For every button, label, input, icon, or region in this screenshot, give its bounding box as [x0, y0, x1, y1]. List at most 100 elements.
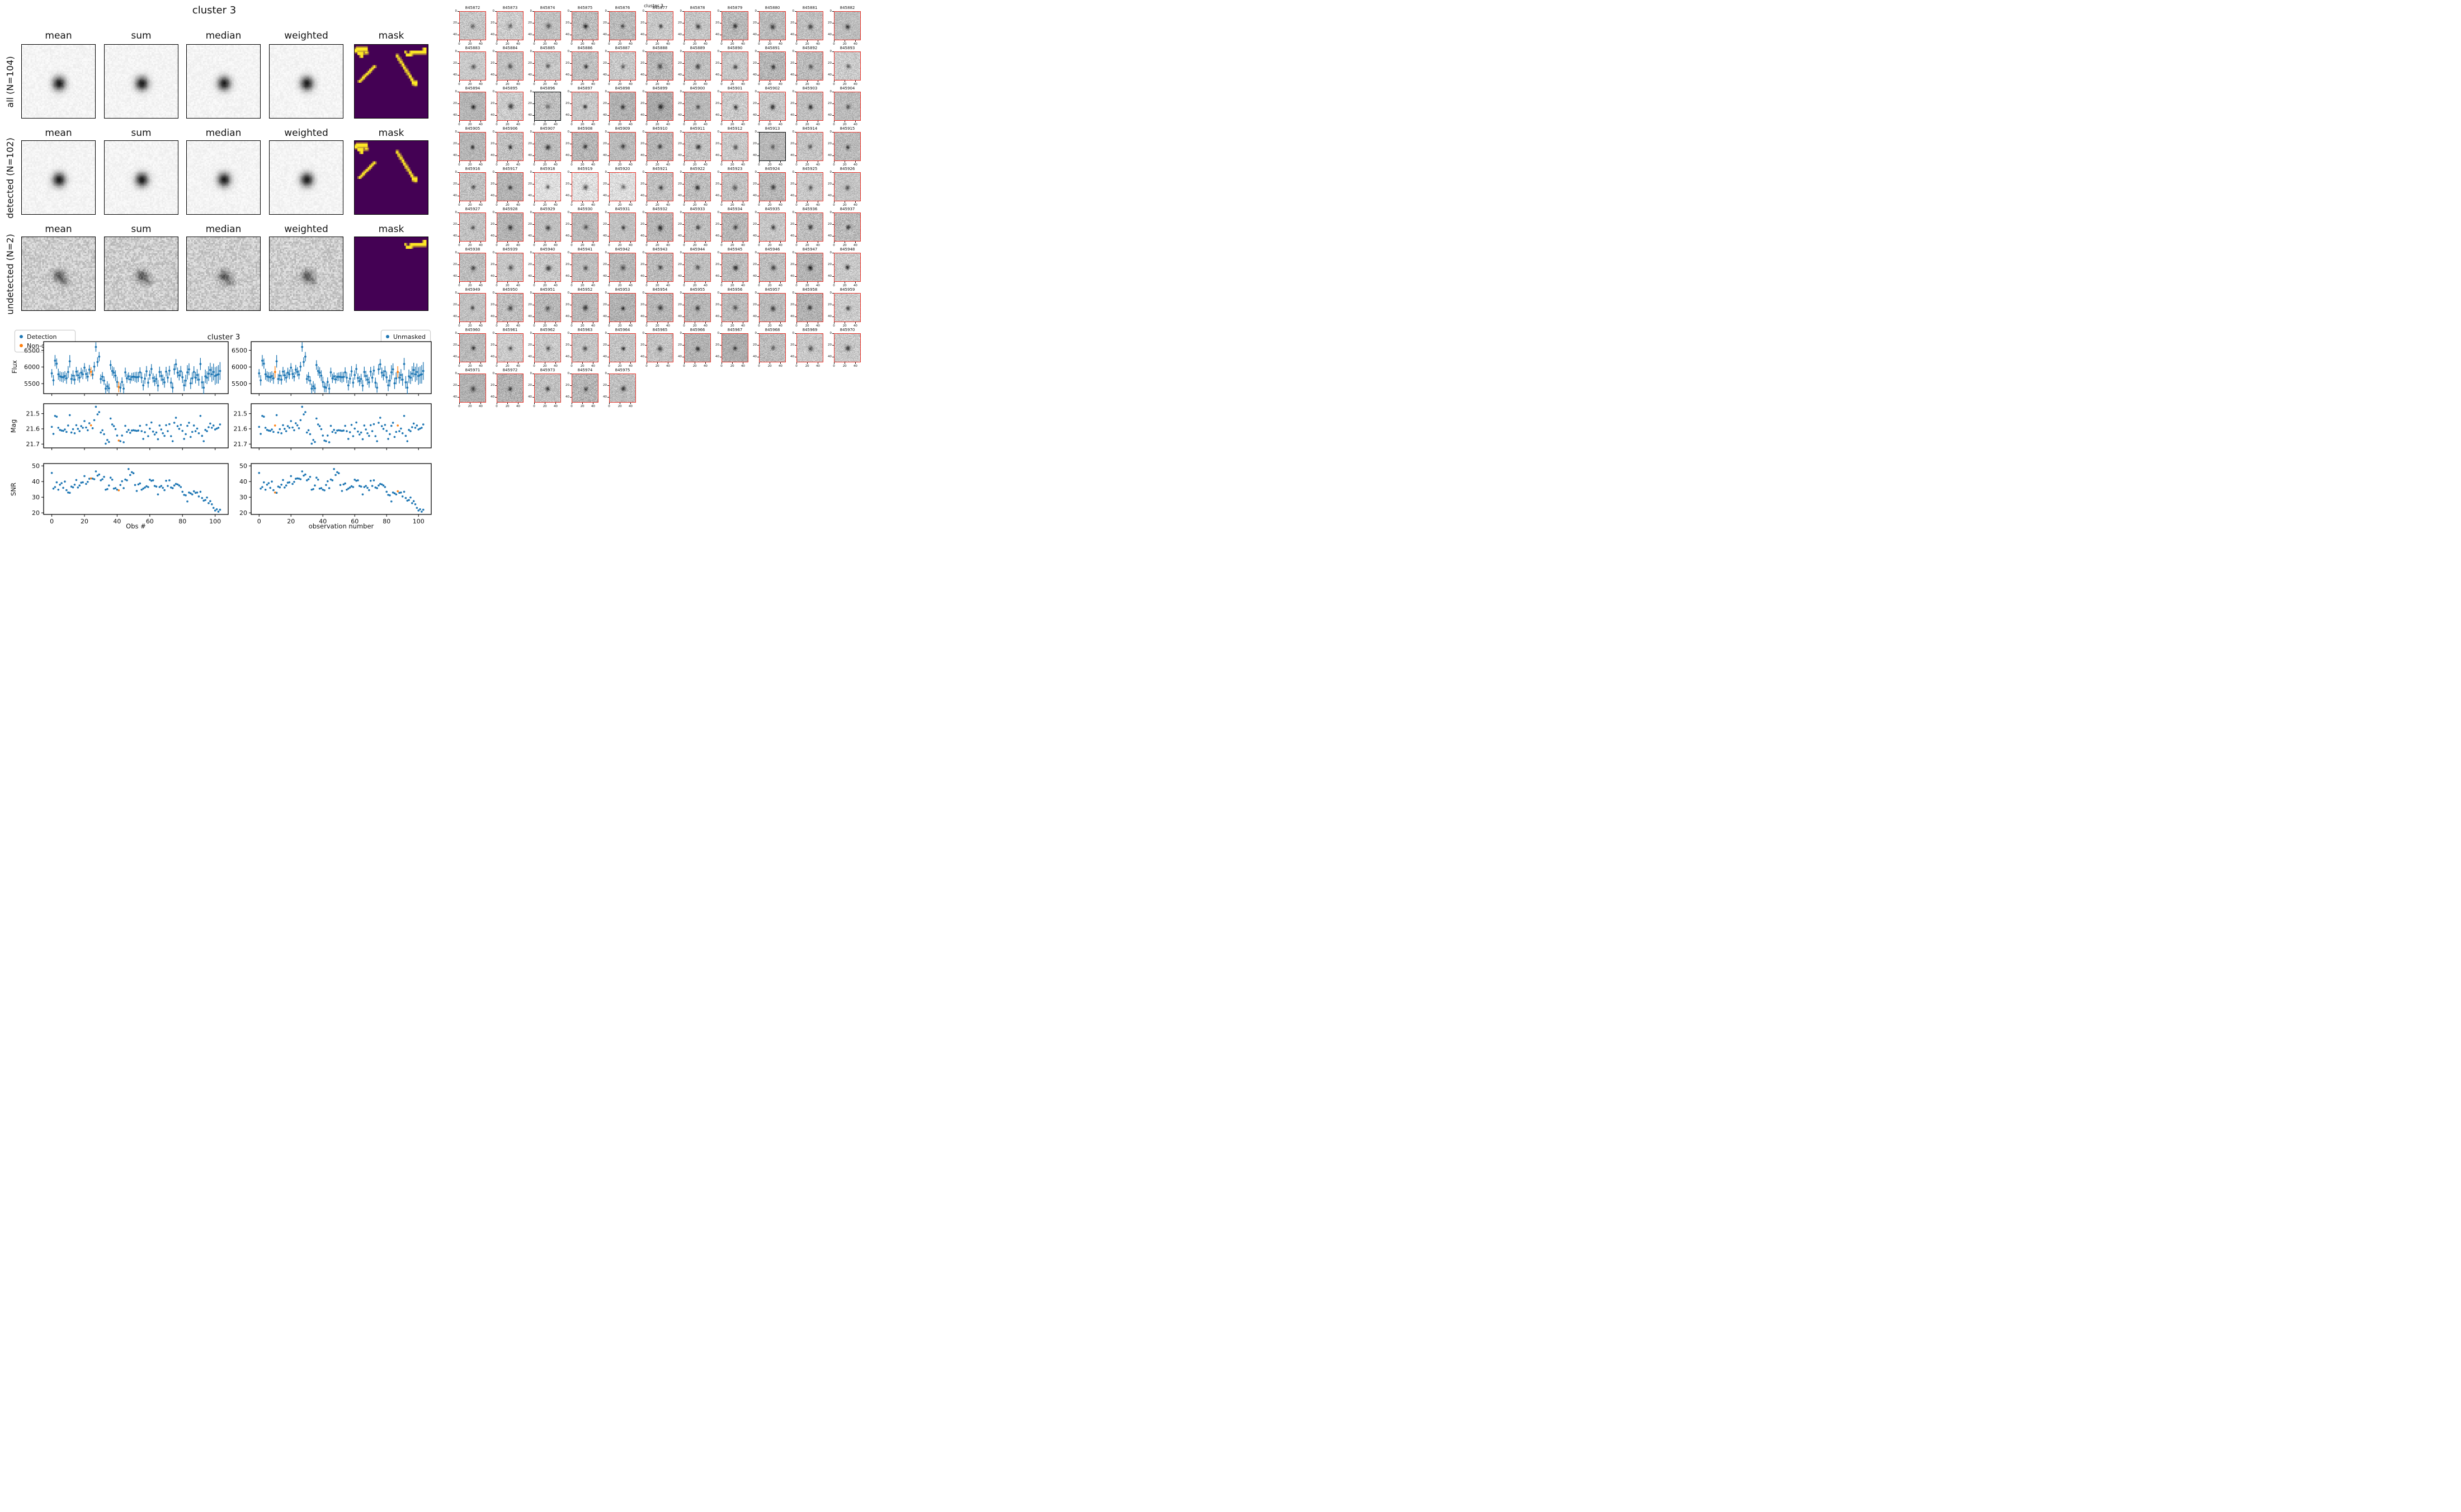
cutout-xtick-label: 20 [692, 123, 697, 126]
cutout-ytick-label: 40 [828, 274, 832, 278]
cutout-ytick-label: 0 [680, 291, 682, 295]
cutout-ytick-mark [607, 103, 609, 104]
cutout-xtick-mark [834, 40, 835, 42]
cutout-image [759, 293, 786, 322]
cutout-image [459, 132, 486, 161]
cutout-ytick-label: 40 [640, 32, 644, 36]
cutout-image [609, 333, 636, 362]
cutout-id-label: 845906 [502, 126, 518, 131]
cutout-ytick-mark [458, 235, 459, 237]
cutout-ytick-label: 40 [528, 234, 532, 238]
cutout-xtick-label: 40 [703, 324, 708, 328]
cutout-image [534, 11, 561, 40]
cutout-xtick-mark [796, 201, 797, 203]
cutout-grid-figure: cluster 3 845872 0 20 40 0 20 40 845873 0 20 40 0 20… [447, 0, 861, 431]
cutout-xtick-label: 20 [468, 163, 472, 167]
cutout-ytick-mark [645, 333, 647, 334]
cutout-xtick-label: 0 [720, 244, 723, 247]
cutout-cell: 845897 0 20 40 0 20 40 [561, 86, 598, 126]
cutout-cell: 845967 0 20 40 0 20 40 [711, 328, 748, 368]
cutout-xtick-label: 0 [758, 163, 760, 167]
cutout-id-label: 845955 [690, 287, 705, 292]
cutout-xtick-label: 40 [853, 244, 857, 247]
cutout-ytick-label: 0 [605, 251, 607, 254]
cutout-xtick-mark [507, 161, 508, 163]
stack-panel-weighted [269, 44, 343, 119]
cutout-id-label: 845952 [577, 287, 593, 292]
cutout-id-label: 845964 [615, 328, 630, 332]
cutout-xtick-mark [534, 81, 535, 82]
cutout-id-label: 845966 [690, 328, 705, 332]
cutout-id-label: 845925 [802, 167, 818, 171]
cutout-xtick-mark [807, 362, 808, 364]
cutout-xtick-label: 0 [608, 204, 610, 207]
stack-panel-weighted [269, 237, 343, 311]
cutout-ytick-mark [458, 316, 459, 317]
cutout-xtick-label: 20 [805, 244, 809, 247]
cutout-ytick-mark [757, 115, 759, 116]
cutout-id-label: 845877 [652, 6, 668, 10]
cutout-xtick-label: 0 [608, 284, 610, 287]
cutout-xtick-label: 20 [505, 83, 510, 86]
cutout-ytick-label: 0 [567, 291, 570, 295]
cutout-xtick-mark [630, 362, 631, 364]
cutout-xtick-label: 20 [767, 123, 772, 126]
cutout-ytick-label: 40 [491, 32, 494, 36]
cutout-cell: 845922 0 20 40 0 20 40 [673, 167, 711, 207]
cutout-image-undetected [759, 132, 786, 161]
cutout-image [796, 172, 823, 201]
cutout-stamp [835, 213, 860, 241]
cutout-image [609, 132, 636, 161]
stack-panel-mask [354, 237, 428, 311]
stack-col-header-mean: mean [45, 30, 72, 41]
cutout-ytick-label: 20 [715, 141, 719, 145]
cutout-xtick-label: 40 [516, 405, 520, 408]
cutout-stamp [460, 173, 485, 201]
cutout-xtick-label: 40 [741, 83, 745, 86]
cutout-ytick-label: 0 [642, 291, 645, 295]
cutout-xtick-label: 20 [842, 123, 847, 126]
cutout-image [459, 212, 486, 242]
cutout-cell: 845902 0 20 40 0 20 40 [748, 86, 786, 126]
stack-col-header-median: median [205, 30, 242, 41]
cutout-id-label: 845923 [727, 167, 743, 171]
svg-text:50: 50 [239, 462, 247, 470]
cutout-stamp [685, 294, 710, 322]
cutout-xtick-label: 0 [571, 204, 573, 207]
flux-axis-label: Flux [11, 360, 18, 374]
cutout-ytick-mark [607, 224, 609, 225]
cutout-ytick-mark [570, 132, 572, 133]
cutout-ytick-mark [645, 132, 647, 133]
cutout-xtick-label: 40 [516, 365, 520, 368]
stack-panel-median [186, 140, 261, 215]
stack-col-header-mean: mean [45, 127, 72, 139]
cutout-ytick-label: 40 [453, 153, 457, 157]
cutout-stamp [760, 92, 785, 120]
cutout-ytick-label: 20 [678, 182, 682, 186]
cutout-xtick-label: 20 [505, 42, 510, 46]
cutout-ytick-label: 40 [603, 314, 607, 318]
cutout-ytick-label: 0 [792, 171, 795, 174]
cutout-cell: 845968 0 20 40 0 20 40 [748, 328, 786, 368]
cutout-xtick-mark [459, 322, 460, 324]
cutout-xtick-mark [459, 242, 460, 243]
cutout-cell: 845938 0 20 40 0 20 40 [449, 247, 486, 287]
cutout-ytick-label: 40 [828, 113, 832, 117]
cutout-xtick-label: 40 [666, 244, 670, 247]
cutout-cell: 845873 0 20 40 0 20 40 [486, 6, 524, 46]
cutout-stamp [610, 173, 635, 201]
cutout-ytick-label: 20 [678, 141, 682, 145]
cutout-ytick-mark [795, 212, 796, 213]
cutout-xtick-label: 20 [842, 163, 847, 167]
cutout-ytick-label: 0 [455, 332, 458, 335]
cutout-xtick-label: 0 [608, 42, 610, 46]
cutout-xtick-label: 20 [505, 123, 510, 126]
cutout-ytick-label: 20 [528, 383, 532, 387]
cutout-image [834, 132, 861, 161]
cutout-ytick-label: 20 [678, 262, 682, 266]
cutout-ytick-label: 0 [530, 10, 532, 13]
cutout-image [684, 92, 711, 121]
cutout-xtick-label: 40 [516, 204, 520, 207]
cutout-xtick-mark [796, 242, 797, 243]
cutout-xtick-label: 40 [853, 42, 857, 46]
